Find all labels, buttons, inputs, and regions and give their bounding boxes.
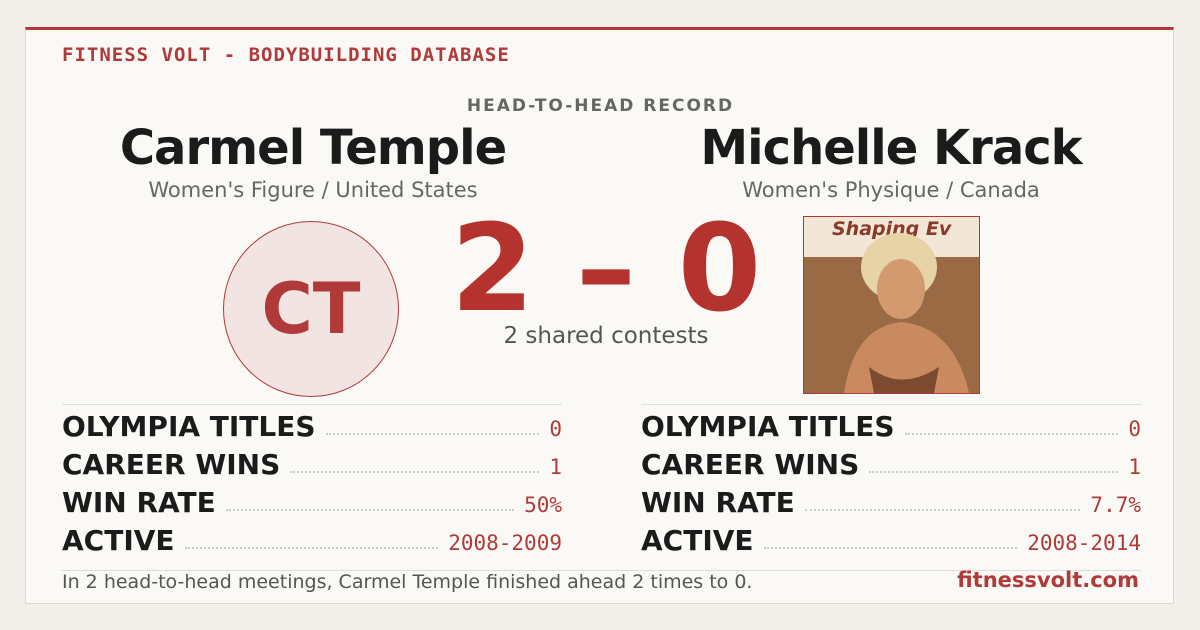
stat-row: ACTIVE 2008-2009 bbox=[62, 519, 562, 557]
score: 2 – 0 bbox=[406, 200, 806, 339]
right-stats: OLYMPIA TITLES 0 CAREER WINS 1 WIN RATE 7.7% A… bbox=[641, 404, 1141, 557]
right-division: Women's Physique / Canada bbox=[742, 178, 1040, 202]
stat-value: 0 bbox=[1128, 417, 1141, 441]
stat-label: OLYMPIA TITLES bbox=[641, 410, 895, 443]
stat-label: CAREER WINS bbox=[62, 448, 281, 481]
leader bbox=[225, 509, 515, 511]
stat-value: 2008-2014 bbox=[1027, 531, 1141, 555]
stat-label: CAREER WINS bbox=[641, 448, 860, 481]
stat-value: 7.7% bbox=[1090, 493, 1141, 517]
summary: In 2 head-to-head meetings, Carmel Templ… bbox=[62, 571, 753, 593]
stat-row: ACTIVE 2008-2014 bbox=[641, 519, 1141, 557]
stat-row: OLYMPIA TITLES 0 bbox=[62, 405, 562, 443]
card: FITNESS VOLT - BODYBUILDING DATABASE HEA… bbox=[25, 27, 1174, 604]
footer-rule bbox=[61, 570, 1141, 571]
score-separator: – bbox=[576, 200, 636, 339]
leader bbox=[184, 547, 439, 549]
stat-value: 1 bbox=[1128, 455, 1141, 479]
stat-value: 1 bbox=[549, 455, 562, 479]
photo-text: Shaping Ev bbox=[832, 218, 952, 240]
stat-label: WIN RATE bbox=[62, 486, 216, 519]
stat-label: ACTIVE bbox=[62, 524, 175, 557]
site[interactable]: fitnessvolt.com bbox=[957, 568, 1139, 592]
brand: FITNESS VOLT - BODYBUILDING DATABASE bbox=[62, 44, 510, 66]
stat-value: 2008-2009 bbox=[448, 531, 562, 555]
leader bbox=[804, 509, 1081, 511]
left-avatar: CT bbox=[223, 221, 399, 397]
stat-value: 0 bbox=[549, 417, 562, 441]
left-name: Carmel Temple bbox=[119, 120, 507, 176]
leader bbox=[290, 471, 540, 473]
left-stats: OLYMPIA TITLES 0 CAREER WINS 1 WIN RATE 50% AC… bbox=[62, 404, 562, 557]
stat-label: ACTIVE bbox=[641, 524, 754, 557]
photo: Shaping Ev bbox=[804, 217, 979, 393]
stat-row: CAREER WINS 1 bbox=[641, 443, 1141, 481]
leader bbox=[904, 433, 1119, 435]
initials: CT bbox=[261, 268, 361, 350]
stat-value: 50% bbox=[524, 493, 562, 517]
score-left: 2 bbox=[450, 200, 535, 339]
left-division: Women's Figure / United States bbox=[148, 178, 478, 202]
leader bbox=[869, 471, 1119, 473]
leader bbox=[763, 547, 1018, 549]
stat-row: WIN RATE 7.7% bbox=[641, 481, 1141, 519]
right-name: Michelle Krack bbox=[700, 120, 1082, 176]
stat-label: WIN RATE bbox=[641, 486, 795, 519]
leader bbox=[325, 433, 540, 435]
stat-row: CAREER WINS 1 bbox=[62, 443, 562, 481]
stat-row: OLYMPIA TITLES 0 bbox=[641, 405, 1141, 443]
stat-label: OLYMPIA TITLES bbox=[62, 410, 316, 443]
shared-contests: 2 shared contests bbox=[503, 323, 709, 349]
right-photo: Shaping Ev bbox=[803, 216, 980, 394]
record-label: HEAD-TO-HEAD RECORD bbox=[466, 96, 735, 116]
stat-row: WIN RATE 50% bbox=[62, 481, 562, 519]
score-right: 0 bbox=[677, 200, 762, 339]
